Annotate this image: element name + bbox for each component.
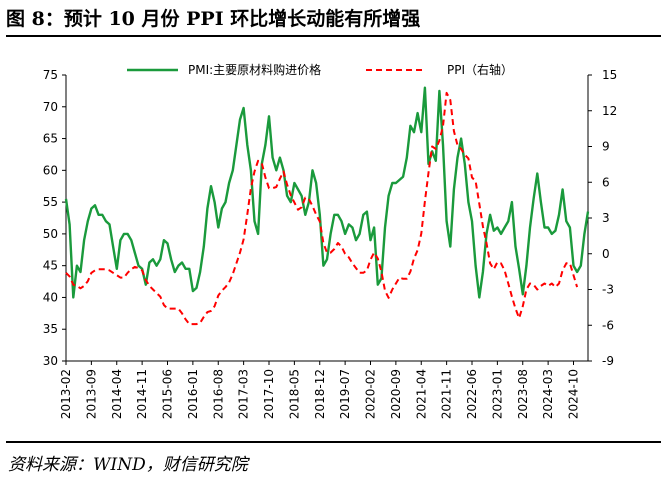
x-tick-label: 2024-10 (567, 369, 581, 419)
figure-title: 图 8：预计 10 月份 PPI 环比增长动能有所增强 (6, 8, 421, 30)
x-tick-label: 2022-06 (465, 369, 479, 419)
x-tick-label: 2013-09 (84, 369, 98, 419)
left-tick-label: 30 (43, 354, 58, 368)
x-tick-label: 2020-09 (389, 369, 403, 419)
right-tick-label: -6 (602, 318, 614, 332)
x-tick-label: 2018-12 (313, 369, 327, 419)
x-tick-label: 2014-04 (110, 369, 124, 419)
right-tick-label: -3 (602, 283, 614, 297)
left-tick-label: 45 (43, 259, 58, 273)
left-tick-label: 40 (43, 290, 58, 304)
x-tick-label: 2021-11 (440, 369, 454, 419)
right-tick-label: 0 (602, 247, 610, 261)
right-tick-label: -9 (602, 354, 614, 368)
source-rule (6, 441, 661, 443)
left-tick-label: 35 (43, 322, 58, 336)
left-tick-label: 50 (43, 227, 58, 241)
right-tick-label: 15 (602, 68, 617, 82)
left-tick-label: 70 (43, 100, 58, 114)
x-tick-label: 2024-03 (541, 369, 555, 419)
x-tick-label: 2017-10 (262, 369, 276, 419)
x-tick-label: 2017-03 (237, 369, 251, 419)
legend-label-ppi: PPI（右轴） (447, 62, 513, 77)
left-tick-label: 55 (43, 195, 58, 209)
x-tick-label: 2023-08 (516, 369, 530, 419)
x-tick-label: 2023-01 (490, 369, 504, 419)
x-tick-label: 2013-02 (59, 369, 73, 419)
ppi-series-line (65, 91, 579, 326)
right-tick-label: 9 (602, 140, 610, 154)
title-rule (6, 35, 661, 37)
right-tick-label: 6 (602, 175, 610, 189)
x-tick-label: 2019-07 (338, 369, 352, 419)
left-tick-label: 65 (43, 132, 58, 146)
x-tick-label: 2014-11 (135, 369, 149, 419)
x-tick-label: 2020-02 (364, 369, 378, 419)
left-tick-label: 75 (43, 68, 58, 82)
pmi-series-line (64, 86, 590, 299)
pmi-ppi-line-chart: 30 35 40 45 50 55 60 65 70 75 -9 -6 -3 0 3 6 9 12 15 2013-0… (43, 62, 618, 419)
right-tick-label: 12 (602, 104, 617, 118)
right-tick-label: 3 (602, 211, 610, 225)
x-tick-label: 2016-08 (211, 369, 225, 419)
x-tick-label: 2015-06 (161, 369, 175, 419)
source-note: 资料来源：WIND，财信研究院 (8, 455, 248, 475)
legend-label-pmi: PMI:主要原材料购进价格 (188, 62, 321, 77)
x-tick-label: 2016-01 (186, 369, 200, 419)
left-tick-label: 60 (43, 163, 58, 177)
x-tick-label: 2018-05 (287, 369, 301, 419)
x-tick-label: 2021-04 (414, 369, 428, 419)
